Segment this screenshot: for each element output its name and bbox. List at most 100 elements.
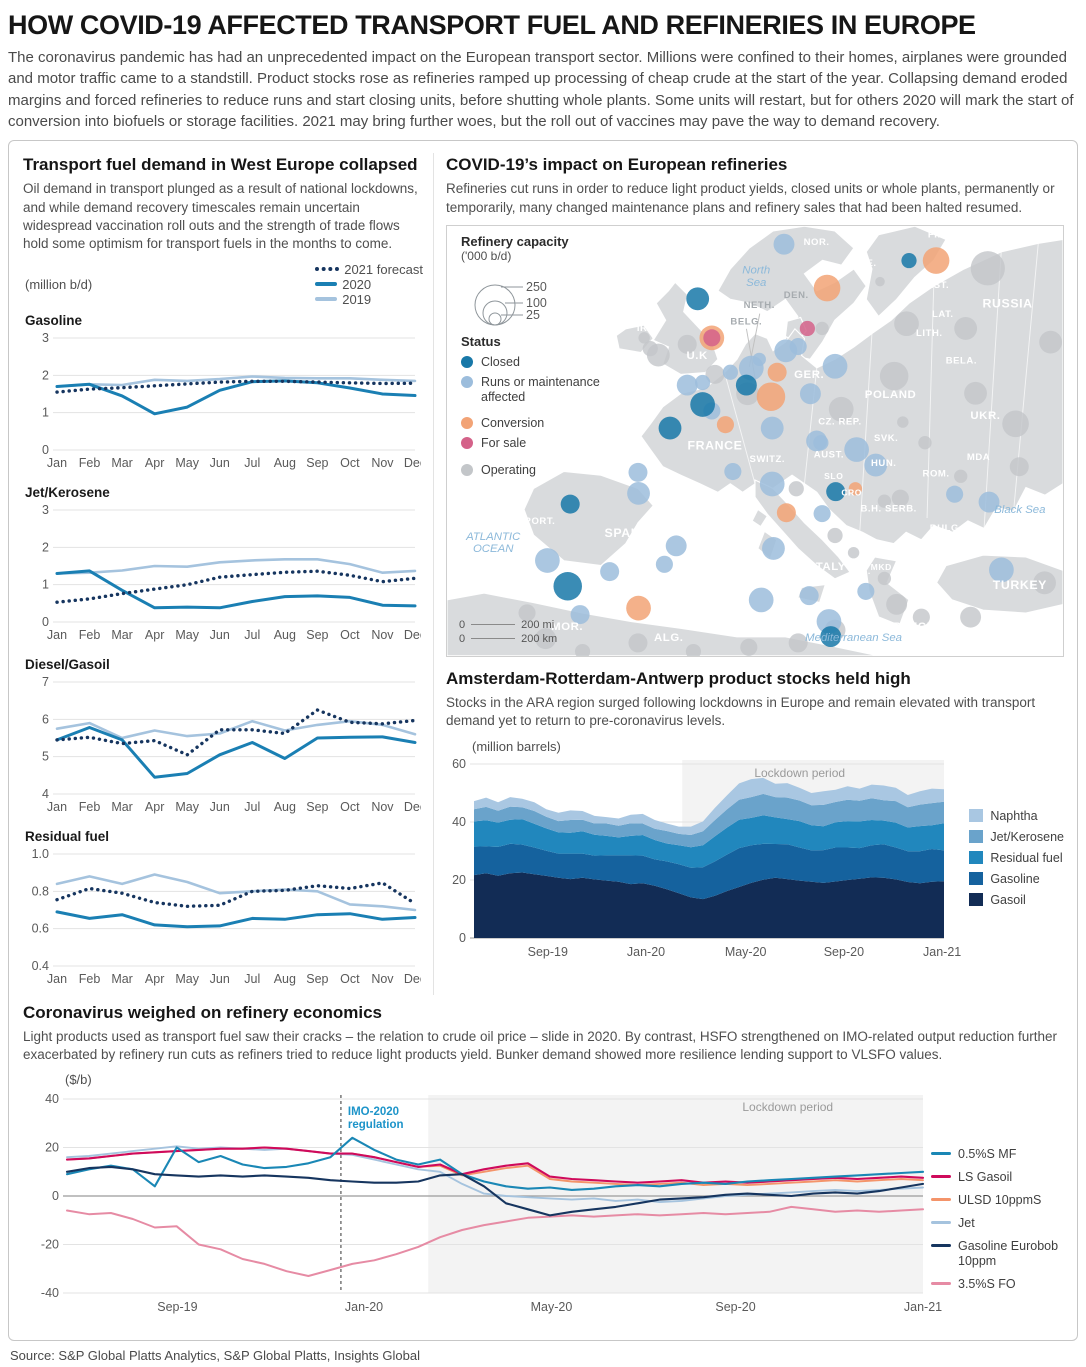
- svg-text:Jan: Jan: [47, 628, 67, 642]
- gasoline-chart-title: Gasoline: [25, 312, 83, 328]
- status-legend-item: Closed: [461, 355, 636, 369]
- ara-stocks-chart: 0 20 40 60 Sep-19 Jan-20 May-20 Sep-20 Jan-21 Loc…: [452, 757, 961, 959]
- economics-legend-item: Gasoline Eurobob 10ppm: [931, 1239, 1061, 1269]
- svg-text:U.K: U.K: [686, 350, 708, 362]
- svg-text:Jul: Jul: [244, 972, 260, 986]
- svg-text:Apr: Apr: [145, 972, 164, 986]
- fuel-demand-panel: Transport fuel demand in West Europe col…: [23, 153, 434, 995]
- ara-title: Amsterdam-Rotterdam-Antwerp product stoc…: [446, 668, 911, 688]
- page-title: HOW COVID-19 AFFECTED TRANSPORT FUEL AND…: [8, 10, 976, 40]
- map-subtitle: Refineries cut runs in order to reduce l…: [446, 181, 1055, 215]
- svg-text:Mar: Mar: [111, 972, 133, 986]
- svg-text:Aug: Aug: [274, 972, 296, 986]
- svg-text:RUSSIA: RUSSIA: [983, 296, 1033, 310]
- svg-text:Sep: Sep: [306, 800, 328, 814]
- svg-text:6: 6: [42, 712, 49, 726]
- svg-text:POLAND: POLAND: [865, 389, 917, 401]
- capacity-circles: 250 100 25: [474, 280, 547, 326]
- gasoline-chart: 0 1 2 3 Jan Feb Mar Apr May Jun Jul Aug Sep Oct Nov Dec: [42, 331, 426, 470]
- svg-text:Apr: Apr: [145, 800, 164, 814]
- page-header: HOW COVID-19 AFFECTED TRANSPORT FUEL AND…: [0, 0, 1086, 132]
- svg-text:Sep-19: Sep-19: [528, 945, 568, 959]
- economics-title: Coronavirus weighed on refinery economic…: [23, 1002, 382, 1022]
- svg-text:0: 0: [52, 1189, 59, 1203]
- svg-text:0: 0: [42, 443, 49, 457]
- economics-chart-block: Lockdown period 40 20 0 -20 -40 IMO-2020 regula…: [23, 1087, 1063, 1330]
- svg-text:Nov: Nov: [371, 972, 394, 986]
- svg-text:Nov: Nov: [371, 800, 394, 814]
- svg-text:May-20: May-20: [531, 1300, 573, 1314]
- svg-text:40: 40: [45, 1092, 59, 1106]
- svg-text:Black Sea: Black Sea: [994, 504, 1045, 516]
- svg-text:250: 250: [526, 280, 547, 294]
- svg-text:ROM.: ROM.: [923, 468, 950, 479]
- svg-text:3: 3: [42, 503, 49, 517]
- svg-text:Jun: Jun: [210, 800, 230, 814]
- residual-chart-title: Residual fuel: [25, 828, 110, 844]
- svg-text:Jan: Jan: [47, 456, 67, 470]
- svg-text:regulation: regulation: [348, 1119, 404, 1131]
- svg-text:FIN.: FIN.: [928, 229, 948, 240]
- svg-text:Jun: Jun: [210, 972, 230, 986]
- economics-legend-item: Jet: [931, 1216, 1061, 1231]
- svg-text:4: 4: [42, 787, 49, 801]
- svg-text:SLO: SLO: [824, 471, 843, 481]
- svg-text:CRO: CRO: [841, 487, 862, 497]
- diesel-chart-title: Diesel/Gasoil: [25, 656, 110, 672]
- fuel-legend-item: 2019: [315, 292, 423, 307]
- svg-text:Jun: Jun: [210, 456, 230, 470]
- svg-text:MKD: MKD: [871, 562, 892, 572]
- diesel-gasoil-chart: 4 5 6 7 Jan Feb Mar Apr May Jun Jul Aug Sep Oct Nov Dec: [42, 675, 426, 814]
- svg-text:-20: -20: [41, 1238, 59, 1252]
- svg-text:TURKEY: TURKEY: [993, 578, 1047, 592]
- svg-text:Aug: Aug: [274, 800, 296, 814]
- economics-subtitle: Light products used as transport fuel sa…: [23, 1028, 1058, 1062]
- residual-fuel-chart: 0.4 0.6 0.8 1.0 Jan Feb Mar Apr May Jun Jul Aug Sep O…: [32, 847, 427, 986]
- ara-legend-item: Gasoline: [969, 872, 1064, 886]
- svg-text:Mar: Mar: [111, 456, 133, 470]
- capacity-legend-title: Refinery capacity: [461, 233, 569, 249]
- svg-text:May: May: [175, 628, 199, 642]
- svg-text:1: 1: [42, 577, 49, 591]
- capacity-legend: Refinery capacity ('000 b/d) 250 100 25: [461, 234, 611, 334]
- svg-text:Feb: Feb: [79, 456, 101, 470]
- svg-text:NOR.: NOR.: [804, 237, 830, 248]
- svg-text:Sep-19: Sep-19: [157, 1300, 197, 1314]
- svg-text:GREECE: GREECE: [883, 621, 935, 633]
- ara-legend: Naphtha Jet/Kerosene Residual fuel Gasoline…: [969, 802, 1064, 914]
- ara-unit-label: (million barrels): [472, 738, 561, 754]
- svg-text:-40: -40: [41, 1286, 59, 1300]
- source-line: Source: S&P Global Platts Analytics, S&P…: [10, 1348, 420, 1364]
- svg-text:2: 2: [42, 540, 49, 554]
- svg-text:Mar: Mar: [111, 628, 133, 642]
- status-legend-item: Runs or maintenance affected: [461, 375, 636, 404]
- svg-text:Jul: Jul: [244, 456, 260, 470]
- svg-text:2: 2: [42, 368, 49, 382]
- svg-text:EST.: EST.: [927, 280, 949, 291]
- svg-text:0.4: 0.4: [32, 959, 49, 973]
- svg-text:Jul: Jul: [244, 800, 260, 814]
- svg-text:20: 20: [452, 873, 466, 887]
- refinery-bubbles: [518, 233, 1063, 660]
- svg-text:100: 100: [526, 296, 547, 310]
- capacity-legend-unit: ('000 b/d): [461, 248, 512, 263]
- svg-text:Lockdown period: Lockdown period: [754, 766, 845, 780]
- page-intro: The coronavirus pandemic has had an unpr…: [8, 49, 1074, 130]
- svg-text:Aug: Aug: [274, 628, 296, 642]
- ara-legend-item: Naphtha: [969, 809, 1064, 823]
- svg-text:Oct: Oct: [340, 456, 360, 470]
- svg-text:BELG.: BELG.: [730, 316, 762, 327]
- svg-text:Jan: Jan: [47, 972, 67, 986]
- svg-text:Sep: Sep: [306, 456, 328, 470]
- svg-text:BULG.: BULG.: [930, 523, 962, 534]
- economics-legend-item: LS Gasoil: [931, 1170, 1061, 1185]
- svg-text:LITH.: LITH.: [916, 328, 943, 339]
- svg-text:Mediterranean Sea: Mediterranean Sea: [805, 632, 902, 644]
- svg-text:IRE.: IRE.: [637, 323, 658, 334]
- svg-text:Sep-20: Sep-20: [824, 945, 864, 959]
- economics-panel: Coronavirus weighed on refinery economic…: [23, 1003, 1063, 1331]
- economics-legend: 0.5%S MF LS Gasoil ULSD 10ppmS Jet Gasoline …: [931, 1139, 1061, 1300]
- svg-text:Feb: Feb: [79, 800, 101, 814]
- map-scale-bar: 0 200 mi 0 200 km: [459, 618, 558, 645]
